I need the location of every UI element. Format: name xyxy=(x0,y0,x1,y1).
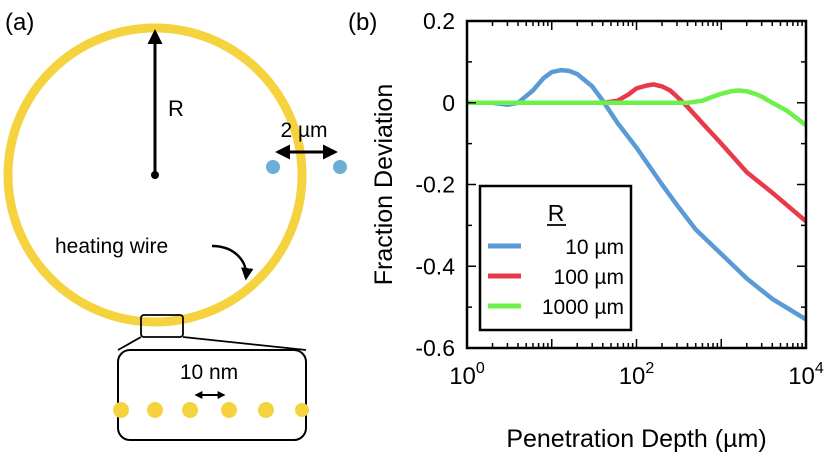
series-line-0 xyxy=(467,67,806,322)
legend-label-2: 1000 µm xyxy=(542,296,624,319)
y-tick-label: -0.6 xyxy=(415,335,455,361)
wire-atom xyxy=(113,402,129,418)
legend-label-1: 100 µm xyxy=(554,266,624,289)
panel-a-label: (a) xyxy=(5,9,34,36)
fraction-deviation-chart: 100 102 104 0.2 0 -0.2 -0.4 -0.6 Penetration Dep… xyxy=(370,8,824,453)
legend-label-0: 10 µm xyxy=(565,236,624,259)
heating-wire-arrow xyxy=(211,244,254,281)
y-axis-label: Fraction Deviation xyxy=(370,84,398,285)
wire-atom xyxy=(182,402,198,418)
heating-wire-label: heating wire xyxy=(55,235,168,258)
wire-atom xyxy=(221,402,237,418)
x-tick-label: 104 xyxy=(788,360,824,390)
x-axis-label: Penetration Depth (µm) xyxy=(506,425,766,453)
wire-atom xyxy=(258,402,274,418)
zoom-box xyxy=(140,314,184,338)
sensor-dot-right xyxy=(333,160,347,174)
series-group xyxy=(467,67,806,322)
wire-atom xyxy=(147,402,163,418)
inset-wire-atoms xyxy=(113,402,309,418)
sensor-spacing-label: 2 µm xyxy=(280,119,327,142)
sensor-dot-left xyxy=(266,160,280,174)
legend: R10 µm 100 µm 1000 µm xyxy=(478,184,633,332)
series-line-2 xyxy=(467,88,806,128)
legend-title: R xyxy=(548,200,565,226)
y-tick-label: 0 xyxy=(442,90,455,116)
inset-spacing-label: 10 nm xyxy=(180,361,238,384)
radius-label: R xyxy=(168,96,184,121)
y-tick-label: 0.2 xyxy=(423,8,455,34)
zoom-line-right xyxy=(182,336,307,351)
x-tick-label: 100 xyxy=(449,360,485,390)
y-tick-label: -0.2 xyxy=(415,172,455,198)
panel-b-label: (b) xyxy=(348,9,377,36)
heating-wire-ring xyxy=(3,23,307,327)
y-tick-label: -0.4 xyxy=(415,253,455,279)
zoom-line-left xyxy=(117,336,142,351)
wire-atom xyxy=(295,403,309,417)
x-tick-label: 102 xyxy=(619,360,655,390)
center-dot xyxy=(151,171,159,179)
